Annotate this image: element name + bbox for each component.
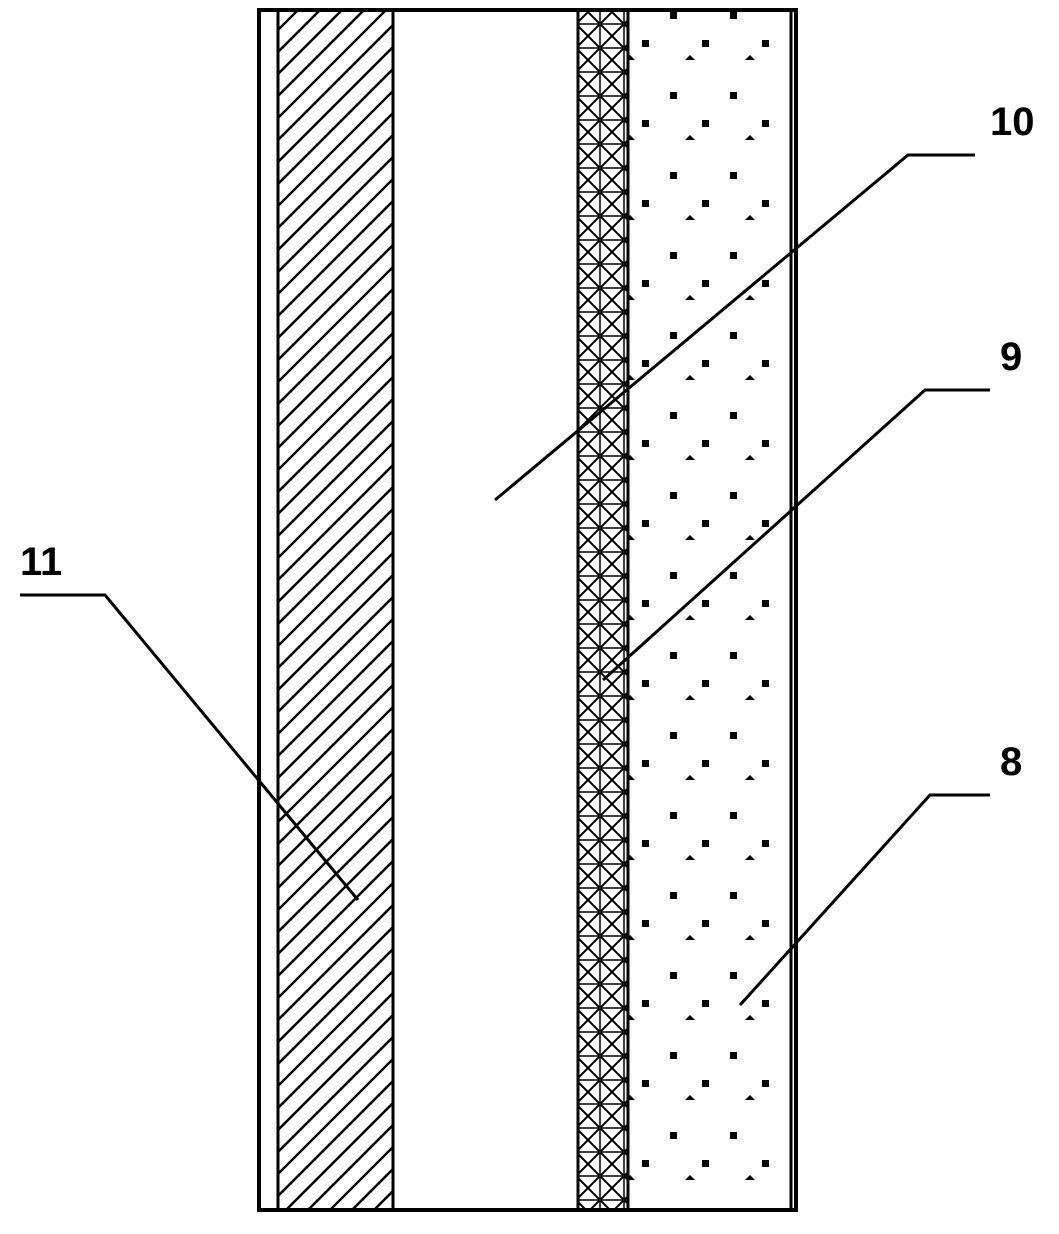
label-10: 10 [990, 100, 1035, 145]
label-11: 11 [20, 540, 62, 585]
layer-8 [628, 10, 791, 1210]
layer-9 [578, 10, 628, 1210]
layer-11 [278, 10, 393, 1210]
diagram-svg [0, 0, 1059, 1229]
cross-section-diagram: 10 9 8 11 [0, 0, 1059, 1229]
label-9: 9 [1000, 335, 1022, 380]
label-8: 8 [1000, 740, 1022, 785]
layer-10 [393, 10, 578, 1210]
